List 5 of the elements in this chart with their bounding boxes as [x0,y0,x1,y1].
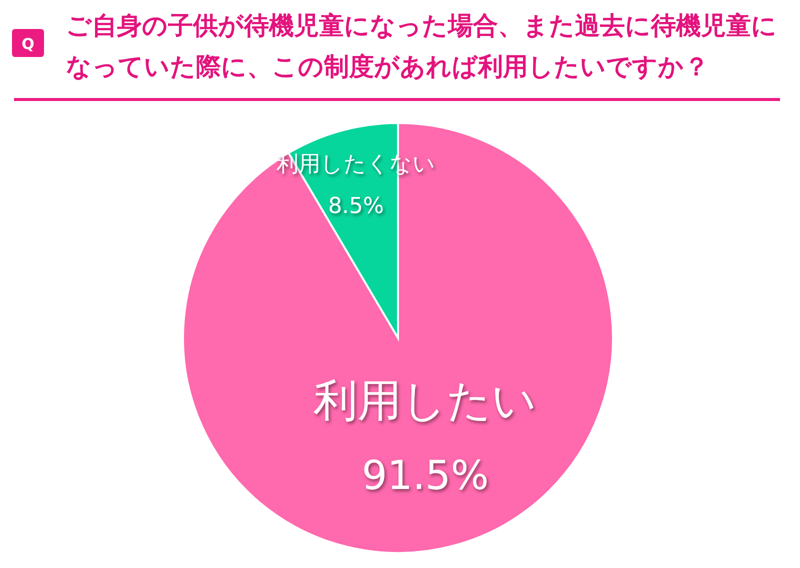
data-label: 91.5% [362,453,489,500]
slice-label: 利用したい [314,375,537,426]
chart-title: ご自身の子供が待機児童になった場合、また過去に待機児童になっていた際に、この制度があれば利用したいですか？ [66,11,777,81]
data-label: 8.5% [328,194,384,220]
text: Q [22,35,34,53]
